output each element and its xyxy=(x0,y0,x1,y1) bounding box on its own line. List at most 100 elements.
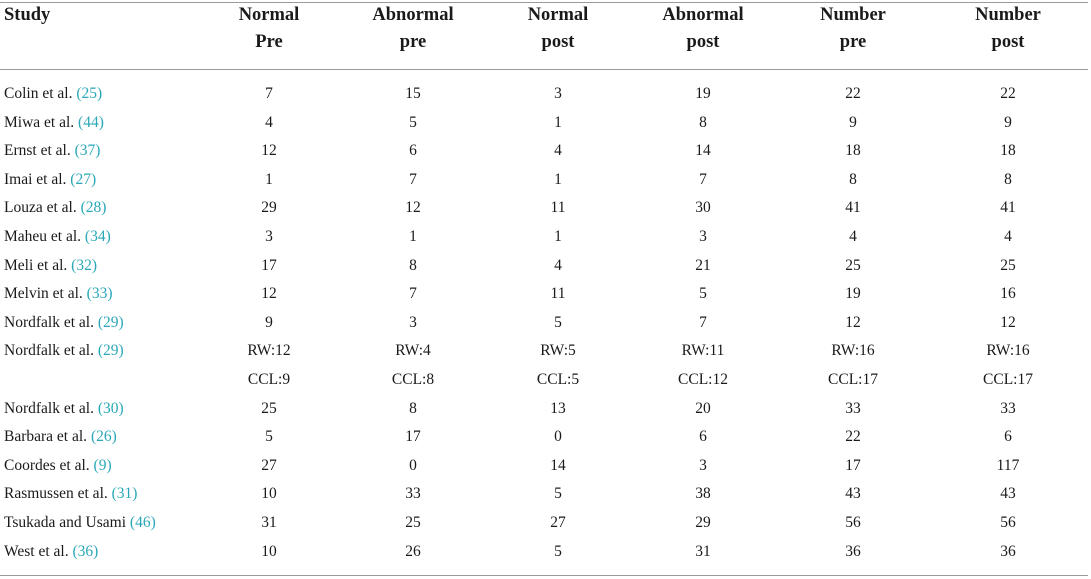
value-cell: 27 xyxy=(200,452,338,481)
cell-value: 29 xyxy=(261,199,277,217)
study-label: West et al. (36) xyxy=(4,538,200,567)
reference-link[interactable]: (34) xyxy=(84,227,111,245)
top-rule xyxy=(0,2,1088,3)
value-cell: RW:12 CCL:9 xyxy=(200,337,338,394)
reference-link[interactable]: (37) xyxy=(74,142,101,160)
cell-value: CCL:9 xyxy=(247,370,291,388)
value-cell: 8 xyxy=(338,395,488,424)
table-body: Colin et al. (25) 7 15 3 19 22 22 Miwa et al. (… xyxy=(0,72,1088,566)
cell-value: 11 xyxy=(550,285,566,303)
value-cell: 0 xyxy=(488,423,628,452)
cell-value: CCL:12 xyxy=(678,370,728,388)
cell-value: 5 xyxy=(554,542,562,560)
study-label: Barbara et al. (26) xyxy=(4,423,200,452)
value-cell: 36 xyxy=(778,538,928,567)
value-cell: 27 xyxy=(488,509,628,538)
reference-link[interactable]: (25) xyxy=(76,85,103,102)
cell-value: 4 xyxy=(554,256,562,274)
reference-link[interactable]: (9) xyxy=(93,456,112,474)
cell-value: 27 xyxy=(550,513,566,531)
value-cell: 56 xyxy=(778,509,928,538)
reference-link[interactable]: (31) xyxy=(111,485,138,503)
value-cell: 1 xyxy=(338,223,488,252)
value-cell: 4 xyxy=(778,223,928,252)
study-name: Barbara et al. xyxy=(4,428,88,446)
cell-value: 22 xyxy=(845,428,861,446)
reference-link[interactable]: (32) xyxy=(71,256,97,274)
study-name: Colin et al. xyxy=(4,85,73,102)
header-line: pre xyxy=(839,32,867,52)
reference-link[interactable]: (30) xyxy=(97,399,124,417)
cell-value: 25 xyxy=(1000,256,1016,274)
cell-value: 8 xyxy=(409,399,417,417)
cell-value: 1 xyxy=(409,227,417,245)
study-cell: Nordfalk et al. (30) xyxy=(0,395,200,424)
value-cell: 25 xyxy=(778,252,928,281)
table-row: Melvin et al. (33) 12 7 11 5 19 16 xyxy=(0,280,1088,309)
value-cell: 8 xyxy=(628,109,778,138)
cell-value: 17 xyxy=(845,456,861,474)
value-cell: 33 xyxy=(338,480,488,509)
study-label: Meli et al. (32) xyxy=(4,252,200,281)
value-cell: 6 xyxy=(628,423,778,452)
cell-value: 20 xyxy=(695,399,711,417)
study-name: Maheu et al. xyxy=(4,227,82,245)
study-label: Nordfalk et al. (29) xyxy=(4,337,200,366)
value-cell: 22 xyxy=(778,72,928,109)
value-cell: 26 xyxy=(338,538,488,567)
reference-link[interactable]: (26) xyxy=(90,428,117,446)
cell-value: 15 xyxy=(405,85,421,102)
value-cell: 12 xyxy=(778,309,928,338)
study-name: Coordes et al. xyxy=(4,456,90,474)
value-cell: 22 xyxy=(928,72,1088,109)
reference-link[interactable]: (29) xyxy=(97,342,124,360)
value-cell: 20 xyxy=(628,395,778,424)
cell-value: 19 xyxy=(695,85,711,102)
cell-value: 33 xyxy=(1000,399,1016,417)
value-cell: 31 xyxy=(200,509,338,538)
cell-value: 25 xyxy=(845,256,861,274)
reference-link[interactable]: (46) xyxy=(129,513,156,531)
reference-link[interactable]: (27) xyxy=(70,170,97,188)
value-cell: 18 xyxy=(778,137,928,166)
value-cell: 10 xyxy=(200,538,338,567)
cell-value: 26 xyxy=(405,542,421,560)
reference-link[interactable]: (29) xyxy=(97,313,124,331)
value-cell: 12 xyxy=(928,309,1088,338)
value-cell: 8 xyxy=(928,166,1088,195)
value-cell: 17 xyxy=(778,452,928,481)
value-cell: 117 xyxy=(928,452,1088,481)
value-cell: 29 xyxy=(628,509,778,538)
study-cell: Maheu et al. (34) xyxy=(0,223,200,252)
value-cell: 38 xyxy=(628,480,778,509)
cell-value: 5 xyxy=(699,285,707,303)
cell-value: 0 xyxy=(409,456,417,474)
value-cell: 19 xyxy=(628,72,778,109)
cell-value: 3 xyxy=(699,456,707,474)
data-table: Study Normal Pre Abnormal pre Normal post Abnor… xyxy=(0,5,1088,566)
cell-value: 5 xyxy=(554,313,562,331)
reference-link[interactable]: (36) xyxy=(72,542,99,560)
reference-link[interactable]: (44) xyxy=(78,113,104,131)
reference-link[interactable]: (28) xyxy=(80,199,107,217)
reference-link[interactable]: (33) xyxy=(86,285,113,303)
value-cell: 7 xyxy=(200,72,338,109)
study-cell: Imai et al. (27) xyxy=(0,166,200,195)
cell-value: 56 xyxy=(1000,513,1016,531)
study-label: Nordfalk et al. (29) xyxy=(4,309,200,338)
value-cell: 4 xyxy=(488,137,628,166)
study-cell: Meli et al. (32) xyxy=(0,252,200,281)
cell-value: 7 xyxy=(699,170,707,188)
table-row: Imai et al. (27) 1 7 1 7 8 8 xyxy=(0,166,1088,195)
value-cell: RW:4 CCL:8 xyxy=(338,337,488,394)
cell-value: 33 xyxy=(405,485,421,503)
cell-value: CCL:17 xyxy=(983,370,1033,388)
cell-value: 29 xyxy=(695,513,711,531)
study-name: Louza et al. xyxy=(4,199,77,217)
value-cell: 29 xyxy=(200,194,338,223)
cell-value: 33 xyxy=(845,399,861,417)
value-cell: 6 xyxy=(338,137,488,166)
study-cell: Coordes et al. (9) xyxy=(0,452,200,481)
value-cell: 56 xyxy=(928,509,1088,538)
cell-value: 0 xyxy=(554,428,562,446)
